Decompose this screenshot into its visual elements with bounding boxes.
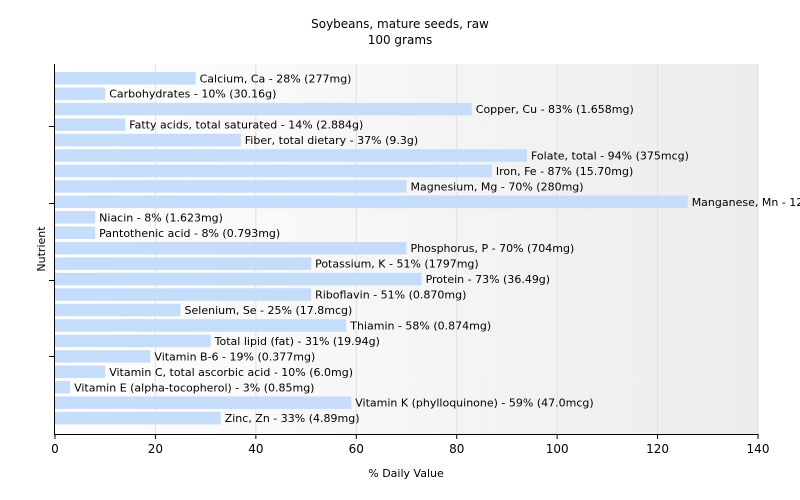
bar	[55, 350, 151, 363]
bar-label: Riboflavin - 51% (0.870mg)	[315, 289, 466, 302]
bar	[55, 180, 407, 193]
bar	[55, 257, 312, 270]
bars-group	[55, 72, 688, 425]
bar-label: Selenium, Se - 25% (17.8mcg)	[185, 304, 353, 317]
bar	[55, 118, 126, 131]
x-tick-label: 0	[51, 442, 59, 456]
bar	[55, 211, 96, 224]
bar-label: Potassium, K - 51% (1797mg)	[315, 258, 479, 271]
bar-label: Manganese, Mn - 126% (2.517mg)	[692, 196, 800, 209]
bar	[55, 133, 241, 147]
bar	[55, 365, 106, 379]
bar-label: Carbohydrates - 10% (30.16g)	[109, 88, 276, 101]
bar	[55, 381, 71, 394]
bar-label: Vitamin B-6 - 19% (0.377mg)	[154, 350, 315, 363]
bar-label: Protein - 73% (36.49g)	[426, 273, 551, 286]
x-axis-label: % Daily Value	[368, 467, 444, 480]
bar	[55, 303, 181, 317]
x-tick-label: 60	[349, 442, 364, 456]
bar	[55, 195, 688, 209]
bar-label: Total lipid (fat) - 31% (19.94g)	[214, 335, 380, 348]
bar	[55, 272, 422, 286]
bar-label: Niacin - 8% (1.623mg)	[99, 211, 223, 224]
bar-label: Thiamin - 58% (0.874mg)	[349, 319, 491, 332]
chart-subtitle: 100 grams	[368, 33, 433, 47]
bar	[55, 72, 196, 85]
bar	[55, 226, 96, 239]
x-tick-label: 20	[148, 442, 163, 456]
bar	[55, 87, 106, 100]
bar	[55, 102, 472, 116]
bar-label: Iron, Fe - 87% (15.70mg)	[496, 165, 633, 178]
x-tick-label: 80	[449, 442, 464, 456]
y-axis-label: Nutrient	[35, 226, 48, 272]
bar-label: Fiber, total dietary - 37% (9.3g)	[245, 134, 418, 147]
bar-label: Zinc, Zn - 33% (4.89mg)	[225, 412, 360, 425]
bar	[55, 241, 407, 255]
bar	[55, 396, 352, 409]
bar-label: Magnesium, Mg - 70% (280mg)	[411, 180, 584, 193]
chart-title: Soybeans, mature seeds, raw	[311, 17, 489, 31]
bar	[55, 164, 492, 178]
bar-label: Pantothenic acid - 8% (0.793mg)	[99, 227, 280, 240]
bar-label: Folate, total - 94% (375mcg)	[531, 150, 689, 163]
x-tick-label: 40	[248, 442, 263, 456]
bar	[55, 319, 347, 332]
bar-label: Phosphorus, P - 70% (704mg)	[411, 242, 575, 255]
x-tick-label: 120	[646, 442, 669, 456]
bar-label: Vitamin E (alpha-tocopherol) - 3% (0.85m…	[74, 381, 314, 394]
bar-label: Vitamin C, total ascorbic acid - 10% (6.…	[109, 366, 353, 379]
bar-label: Calcium, Ca - 28% (277mg)	[200, 72, 352, 85]
bar-labels-group: Calcium, Ca - 28% (277mg) Carbohydrates -…	[74, 72, 800, 425]
x-tick-label: 140	[747, 442, 770, 456]
bar	[55, 149, 528, 162]
x-axis-ticks: 0 20 40 60 80 100 120 140	[51, 434, 769, 456]
x-tick-label: 100	[546, 442, 569, 456]
bar	[55, 334, 211, 348]
bar	[55, 288, 312, 301]
bar-label: Copper, Cu - 83% (1.658mg)	[476, 103, 634, 116]
y-axis-ticks	[49, 126, 55, 357]
bar-label: Fatty acids, total saturated - 14% (2.88…	[129, 119, 363, 132]
bar	[55, 411, 221, 425]
bar-label: Vitamin K (phylloquinone) - 59% (47.0mcg…	[355, 397, 593, 410]
